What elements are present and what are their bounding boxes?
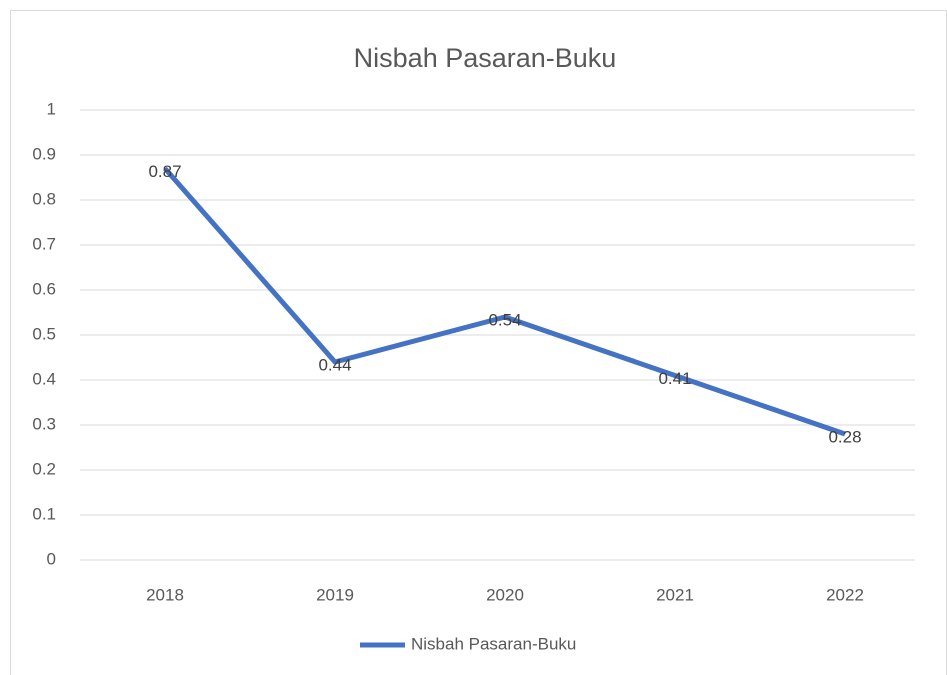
y-tick-label: 0.6 (32, 279, 56, 298)
x-tick-label: 2021 (656, 585, 694, 604)
y-tick-label: 0.9 (32, 144, 56, 163)
y-tick-label: 1 (47, 99, 56, 118)
data-label: 0.54 (488, 310, 521, 329)
y-tick-label: 0.7 (32, 234, 56, 253)
legend-label: Nisbah Pasaran-Buku (411, 634, 576, 653)
x-tick-label: 2020 (486, 585, 524, 604)
data-label: 0.87 (148, 162, 181, 181)
y-tick-label: 0.1 (32, 504, 56, 523)
x-tick-label: 2019 (316, 585, 354, 604)
y-tick-label: 0 (47, 549, 56, 568)
chart-border (10, 10, 947, 675)
y-tick-label: 0.3 (32, 414, 56, 433)
y-tick-label: 0.2 (32, 459, 56, 478)
data-label: 0.41 (658, 369, 691, 388)
x-tick-label: 2022 (826, 585, 864, 604)
y-tick-label: 0.8 (32, 189, 56, 208)
data-label: 0.28 (828, 427, 861, 446)
data-label: 0.44 (318, 355, 351, 374)
y-tick-label: 0.4 (32, 369, 56, 388)
y-tick-label: 0.5 (32, 324, 56, 343)
chart-title: Nisbah Pasaran-Buku (354, 43, 617, 73)
data-line (163, 166, 846, 437)
x-tick-label: 2018 (146, 585, 184, 604)
